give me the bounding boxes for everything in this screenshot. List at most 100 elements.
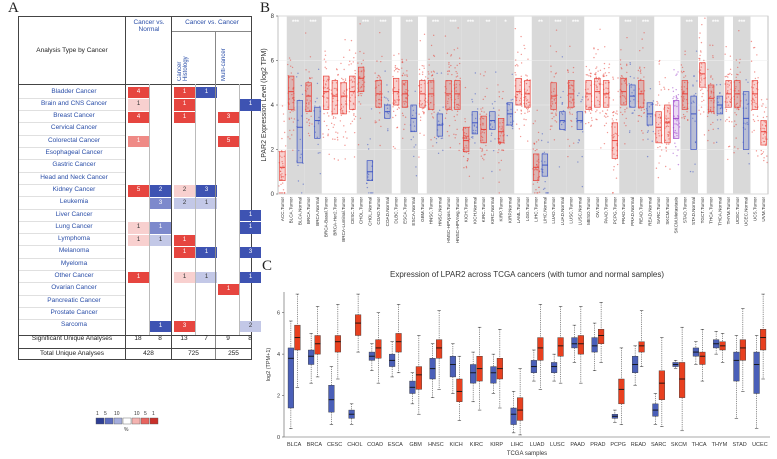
sample-point	[324, 54, 327, 57]
sample-point	[343, 81, 346, 83]
sample-point	[667, 135, 669, 138]
grid-line	[19, 220, 125, 222]
sample-point	[682, 113, 685, 116]
sample-point	[405, 59, 408, 61]
count-cell: 1	[128, 99, 149, 111]
sample-point	[611, 118, 614, 120]
sample-point	[362, 59, 364, 62]
sample-point	[750, 60, 753, 62]
significance-label: **	[486, 20, 491, 26]
sample-point	[299, 138, 301, 141]
sample-point	[600, 147, 602, 149]
sample-point	[500, 159, 503, 162]
sample-point	[727, 83, 729, 86]
sample-point	[625, 117, 627, 120]
sample-point	[287, 136, 289, 138]
sample-point	[325, 80, 328, 82]
sample-point	[401, 61, 403, 64]
sample-point	[750, 40, 753, 43]
sample-point	[311, 77, 313, 79]
grid-line	[19, 306, 125, 308]
sample-point	[675, 88, 677, 91]
sample-point	[337, 73, 339, 76]
sample-point	[633, 89, 635, 91]
sample-point	[482, 107, 484, 109]
sample-point	[709, 108, 712, 111]
sample-point	[375, 121, 378, 123]
sample-point	[323, 92, 325, 94]
sample-point	[458, 149, 460, 152]
box-tumor	[537, 337, 544, 361]
sample-point	[456, 106, 458, 108]
sample-point	[603, 124, 606, 127]
sample-point	[524, 112, 526, 115]
sample-point	[665, 143, 668, 145]
sample-point	[668, 143, 670, 145]
x-tick-label: PRAD.Tumor	[621, 197, 626, 225]
sample-point	[423, 111, 425, 114]
sample-point	[643, 108, 645, 111]
sample-point	[472, 132, 474, 134]
x-tick-label: PCPG	[610, 442, 626, 448]
sample-point	[612, 120, 614, 122]
sample-point	[745, 107, 747, 109]
sample-point	[673, 115, 675, 117]
box-tumor	[679, 362, 686, 398]
sample-point	[476, 108, 479, 110]
sample-point	[555, 114, 557, 116]
sample-point	[699, 32, 701, 34]
sample-point	[358, 75, 361, 78]
legend-swatch	[95, 417, 105, 425]
sample-point	[481, 131, 484, 133]
cancer-row-label: Sarcoma	[60, 321, 87, 329]
sample-point	[745, 99, 748, 101]
sample-point	[527, 58, 529, 60]
sample-point	[457, 97, 459, 99]
sample-point	[352, 92, 355, 94]
sample-point	[342, 92, 344, 94]
sample-point	[757, 155, 759, 157]
sample-point	[763, 128, 766, 130]
sample-point	[709, 82, 712, 85]
sample-point	[692, 171, 694, 173]
sample-point	[608, 71, 610, 74]
sample-point	[637, 120, 639, 122]
sample-point	[428, 64, 430, 66]
sample-point	[619, 106, 622, 109]
box-tumor	[658, 370, 665, 400]
count-cell: 1	[174, 99, 195, 111]
sample-point	[462, 155, 465, 158]
sample-point	[753, 71, 756, 73]
x-tick-label: UCEC.Normal	[744, 197, 749, 226]
sample-point	[394, 64, 397, 67]
x-tick-label: READ.Normal	[647, 197, 652, 226]
sample-point	[455, 70, 457, 73]
sample-point	[284, 145, 287, 147]
sample-point	[595, 118, 597, 120]
x-tick-label: LIHC.Normal	[542, 197, 547, 224]
sample-point	[674, 118, 676, 121]
header-cancer-vs-normal: Cancer vs. Normal	[133, 19, 165, 34]
sample-point	[344, 103, 347, 105]
total-value: 255	[228, 350, 239, 357]
sample-point	[305, 69, 307, 71]
sample-point	[683, 70, 685, 73]
sig-value: 13	[180, 335, 188, 342]
x-tick-label: UVM.Tumor	[761, 197, 766, 222]
sample-point	[480, 135, 483, 138]
sample-point	[406, 75, 409, 77]
sample-point	[520, 35, 522, 38]
sample-point	[572, 142, 575, 144]
box	[322, 75, 330, 110]
sample-point	[353, 156, 356, 158]
sample-point	[430, 139, 432, 141]
box	[305, 82, 312, 113]
sample-point	[724, 120, 727, 122]
sample-point	[604, 46, 606, 48]
sample-point	[537, 177, 539, 179]
sample-point	[664, 139, 667, 142]
sample-point	[669, 168, 671, 170]
sample-point	[658, 83, 661, 85]
sample-point	[766, 98, 768, 100]
sample-point	[502, 135, 504, 137]
